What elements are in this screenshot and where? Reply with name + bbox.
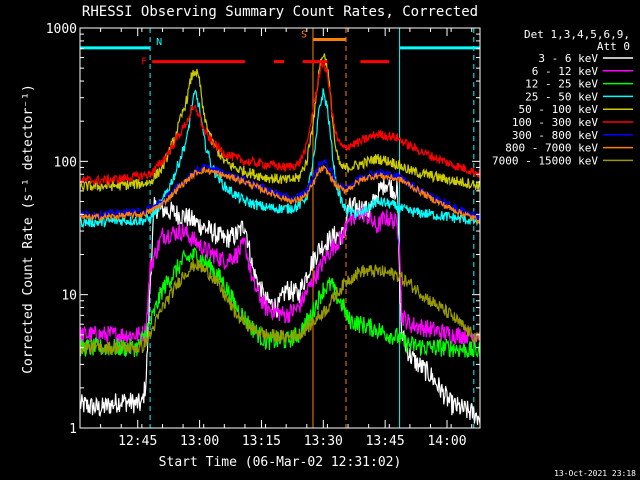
series-line-3 <box>80 88 480 229</box>
legend-label-1: 6 - 12 keV <box>532 65 599 78</box>
flag-label-F: F <box>141 57 147 68</box>
y-tick-label-0: 1 <box>69 422 77 437</box>
series-line-5 <box>80 61 480 186</box>
legend-label-7: 800 - 7000 keV <box>505 142 598 155</box>
legend-label-3: 25 - 50 keV <box>525 90 598 103</box>
flag-label-S: S <box>301 29 307 40</box>
series-line-8 <box>80 258 480 355</box>
legend-label-4: 50 - 100 keV <box>519 103 599 116</box>
legend-label-6: 300 - 800 keV <box>512 129 598 142</box>
series-line-2 <box>80 247 480 360</box>
series-line-6 <box>80 159 480 222</box>
axes-frame <box>79 27 481 429</box>
legend-label-5: 100 - 300 keV <box>512 116 598 129</box>
x-tick-label-2: 13:15 <box>242 434 281 449</box>
x-axis-label: Start Time (06-Mar-02 12:31:02) <box>159 455 402 470</box>
axes: 12:45 13:00 13:15 13:30 13:45 14:00 1 10 100 1000 <box>46 22 481 449</box>
x-tick-label-3: 13:30 <box>304 434 343 449</box>
y-axis-label: Corrected Count Rate (s⁻¹ detector⁻¹) <box>21 84 36 374</box>
series-line-4 <box>80 53 480 193</box>
legend-header-1: Att 0 <box>597 40 630 53</box>
series-line-7 <box>80 165 480 225</box>
flag-label-N: N <box>156 37 162 48</box>
chart-title: RHESSI Observing Summary Count Rates, Co… <box>82 4 478 20</box>
series-line-0 <box>80 174 480 425</box>
x-tick-label-4: 13:45 <box>366 434 405 449</box>
legend-label-8: 7000 - 15000 keV <box>492 154 598 167</box>
x-tick-label-1: 13:00 <box>180 434 219 449</box>
plot-area: NF S <box>80 28 480 428</box>
legend-header-0: Det 1,3,4,5,6,9, <box>524 28 630 41</box>
series-line-1 <box>80 206 480 345</box>
y-tick-label-3: 1000 <box>46 22 77 37</box>
plot-content <box>80 28 480 428</box>
y-tick-label-1: 10 <box>61 289 77 304</box>
x-tick-label-0: 12:45 <box>118 434 157 449</box>
legend-label-0: 3 - 6 keV <box>538 52 598 65</box>
legend-label-2: 12 - 25 keV <box>525 78 598 91</box>
y-tick-label-2: 100 <box>54 155 77 170</box>
x-tick-label-5: 14:00 <box>427 434 466 449</box>
footer-timestamp: 13-Oct-2021 23:18 <box>554 469 636 478</box>
